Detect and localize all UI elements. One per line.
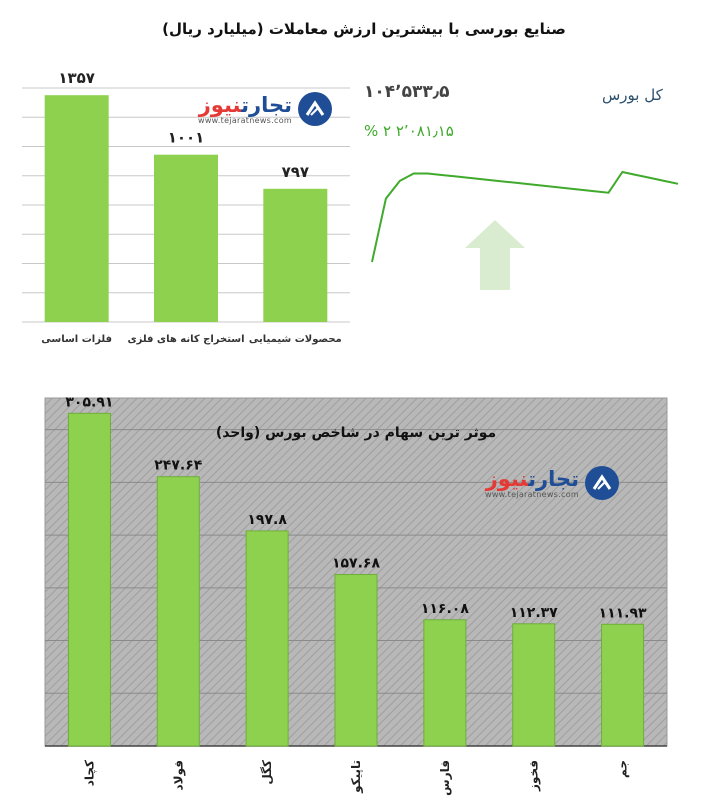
bar [154, 154, 218, 322]
logo-name-part2: نیوز [198, 92, 242, 117]
category-label: فلزات اساسی [41, 334, 112, 345]
category-label: تاپیکو [349, 760, 364, 794]
tse-series-line [371, 170, 679, 263]
tse-change: ۲٬۰۸۱٫۱۵ ۲ % [364, 122, 454, 140]
category-label: فارس [438, 760, 452, 796]
category-label: فولاد [171, 760, 186, 790]
brand-logo: تجارتنیوز www.tejaratnews.com [198, 92, 332, 126]
bar-value-label: ۳۰۵.۹۱ [65, 394, 113, 410]
category-label: فخوز [527, 760, 542, 792]
bar [334, 574, 378, 747]
bar [67, 412, 111, 747]
logo-name-part1: تجارت [241, 92, 292, 117]
category-label: محصولات شیمیایی [249, 334, 342, 345]
bar-value-label: ۱۱۱.۹۳ [599, 605, 647, 621]
logo-mark-icon [584, 466, 619, 500]
category-label: کچاد [82, 760, 96, 786]
category-label: کگل [260, 760, 274, 785]
bar-value-label: ۱۳۵۷ [58, 69, 95, 87]
bar [512, 623, 556, 747]
brand-logo-bottom: تجارتنیوز www.tejaratnews.com [485, 466, 619, 500]
bar [245, 530, 289, 747]
bar-value-label: ۱۰۰۱ [168, 129, 205, 147]
bar-value-label: ۱۹۷.۸ [247, 512, 287, 528]
bottom-chart-title: موثر ترین سهام در شاخص بورس (واحد) [215, 425, 497, 441]
bar [263, 188, 328, 322]
tse-label: کل بورس [602, 86, 663, 104]
tse-index-value: ۱۰۴٬۵۳۳٫۵ [364, 82, 450, 102]
category-label: جم [616, 760, 630, 778]
bottom-chart-background [44, 397, 668, 747]
bar [601, 623, 645, 747]
bar-value-label: ۱۱۶.۰۸ [421, 601, 469, 617]
bar [44, 95, 109, 323]
page-title: صنایع بورسی با بیشترین ارزش معاملات (میل… [162, 20, 566, 38]
logo-mark-icon [297, 92, 332, 126]
logo-name-part1: تجارت [528, 466, 579, 491]
logo-name-part2: نیوز [485, 466, 529, 491]
bar [423, 619, 467, 747]
bar [156, 476, 200, 747]
logo-site: www.tejaratnews.com [198, 115, 292, 125]
category-label: استخراج کانه های فلزی [127, 334, 244, 345]
logo-site: www.tejaratnews.com [485, 489, 579, 499]
up-arrow-icon [465, 220, 525, 290]
bar-value-label: ۷۹۷ [282, 163, 309, 181]
bar-value-label: ۱۱۲.۳۷ [510, 605, 558, 621]
bar-value-label: ۱۵۷.۶۸ [332, 556, 380, 572]
bar-value-label: ۲۴۷.۶۴ [154, 458, 202, 474]
